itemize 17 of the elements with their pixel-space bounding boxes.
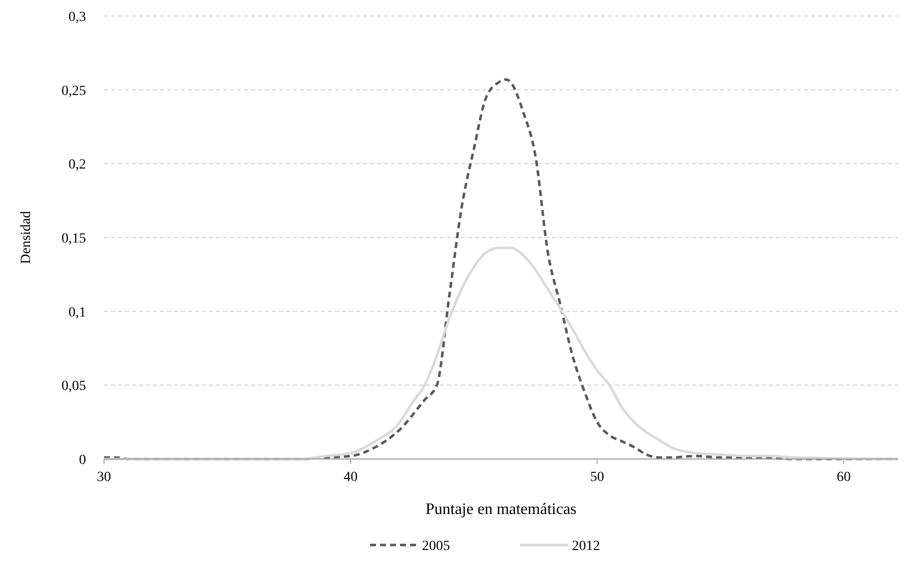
x-tick-label: 50 [590,470,604,485]
y-tick-label: 0,05 [62,379,86,394]
x-axis-title: Puntaje en matemáticas [425,501,577,518]
x-tick-label: 30 [97,470,111,485]
legend-label: 2012 [572,539,600,554]
x-tick-label: 60 [836,470,851,485]
line-series [102,78,900,460]
y-axis-title: Densidad [19,211,34,264]
line-series [102,246,900,460]
y-tick-label: 0,25 [62,84,86,99]
y-tick-label: 0 [79,453,86,468]
y-tick-label: 0,1 [68,305,86,320]
x-tick-label: 40 [344,470,358,485]
y-tick-label: 0,3 [68,10,86,25]
y-tick-label: 0,15 [62,232,86,246]
y-tick-label: 0,2 [68,158,86,173]
legend-label: 2005 [422,539,450,554]
